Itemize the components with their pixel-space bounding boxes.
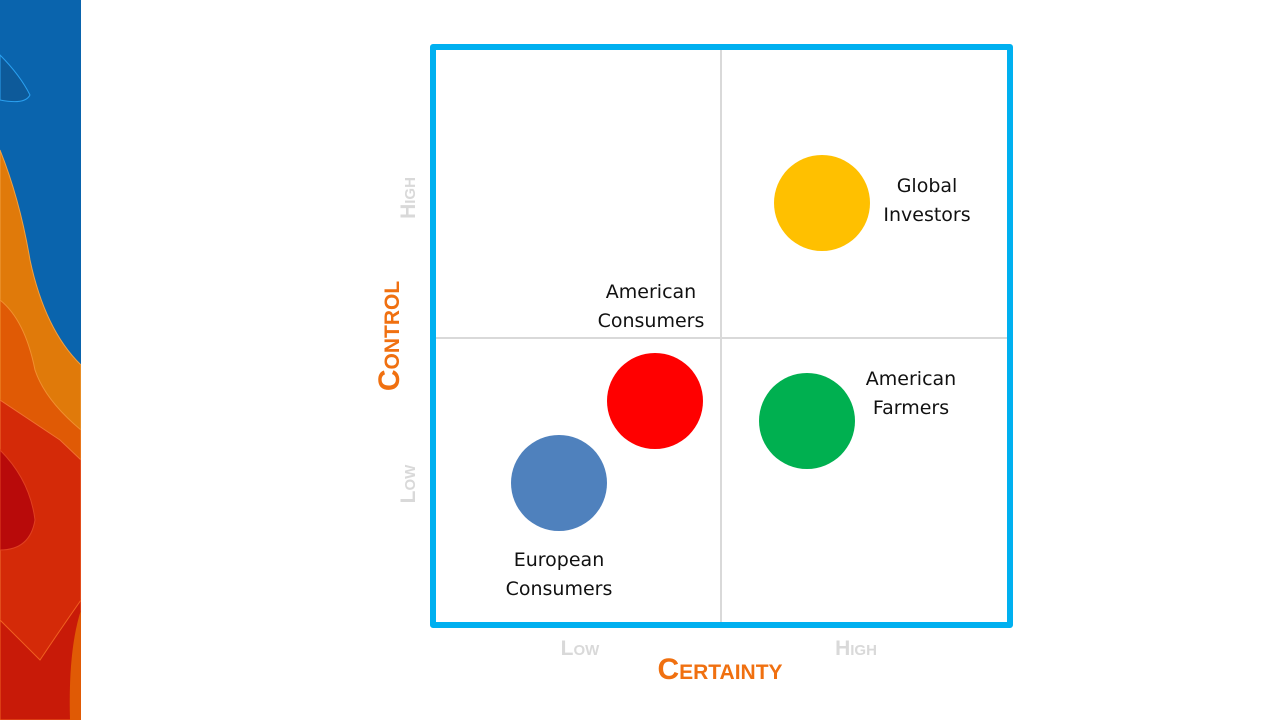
x-axis-high: High xyxy=(835,637,877,660)
y-axis-high: High xyxy=(397,177,420,219)
label-american-farmers: American Farmers xyxy=(865,368,957,419)
label-global-investors: Global Investors xyxy=(883,175,971,226)
x-axis-title: Certainty xyxy=(657,653,783,686)
y-axis-low: Low xyxy=(397,464,420,504)
label-american-consumers: American Consumers xyxy=(597,281,705,332)
x-axis-low: Low xyxy=(560,637,600,660)
bubble-american-farmers xyxy=(759,373,855,469)
decorative-background-strip xyxy=(0,0,81,720)
vertical-divider xyxy=(720,50,722,622)
y-axis-title: Control xyxy=(373,280,406,392)
bubble-american-consumers xyxy=(607,353,703,449)
bubble-european-consumers xyxy=(511,435,607,531)
bubble-global-investors xyxy=(774,155,870,251)
horizontal-divider xyxy=(436,337,1007,339)
matrix-frame xyxy=(430,44,1013,628)
label-european-consumers: European Consumers xyxy=(505,549,613,600)
